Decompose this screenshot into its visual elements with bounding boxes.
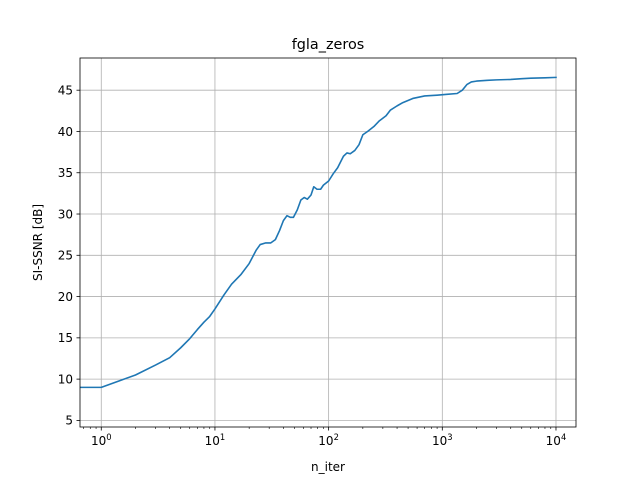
x-tick-exponent: 2	[334, 432, 339, 442]
x-tick-label: 104	[546, 432, 567, 448]
x-tick-base: 10	[546, 434, 561, 448]
x-tick-label: 101	[205, 432, 226, 448]
series-layer	[79, 76, 557, 389]
y-tick-label: 5	[65, 414, 73, 428]
x-tick-base: 10	[432, 434, 447, 448]
x-tick-exponent: 3	[447, 432, 452, 442]
x-tick-exponent: 1	[220, 432, 225, 442]
x-tick-exponent: 4	[561, 432, 566, 442]
x-tick-exponent: 0	[106, 432, 111, 442]
x-axis: 100 101 102 103 104	[83, 427, 567, 448]
y-tick-label: 15	[58, 331, 73, 345]
x-tick-label: 102	[318, 432, 339, 448]
plot-frame	[79, 57, 577, 428]
y-axis-label: SI-SSNR [dB]	[31, 204, 45, 281]
y-tick-label: 30	[58, 207, 73, 221]
y-tick-label: 40	[58, 125, 73, 139]
x-tick-label: 103	[432, 432, 453, 448]
series-line	[79, 76, 557, 389]
x-tick-base: 10	[318, 434, 333, 448]
y-tick-label: 10	[58, 372, 73, 386]
chart-title: fgla_zeros	[292, 37, 365, 53]
y-tick-label: 25	[58, 249, 73, 263]
y-axis: 5 10 15 20 25 30 35 40 45	[58, 83, 80, 428]
y-tick-label: 35	[58, 166, 73, 180]
y-tick-label: 45	[58, 83, 73, 97]
x-tick-label: 100	[91, 432, 112, 448]
x-tick-base: 10	[205, 434, 220, 448]
grid	[80, 58, 576, 427]
x-tick-base: 10	[91, 434, 106, 448]
y-tick-label: 20	[58, 290, 73, 304]
x-axis-label: n_iter	[311, 460, 345, 474]
